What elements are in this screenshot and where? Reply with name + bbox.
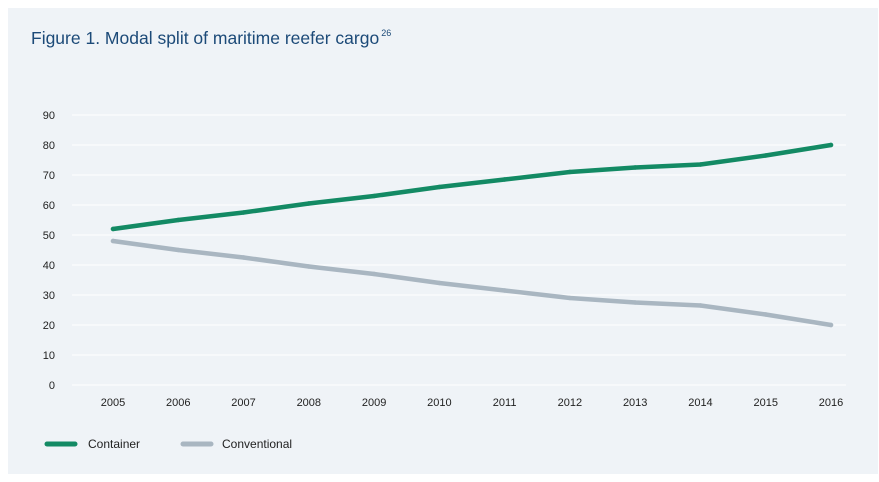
grid-lines — [72, 114, 846, 386]
data-point-container-2014 — [698, 162, 703, 167]
chart-title: Figure 1. Modal split of maritime reefer… — [31, 28, 391, 49]
legend: Container Conventional — [44, 437, 292, 451]
series-line-conventional — [110, 238, 834, 328]
data-point-conventional-2014 — [698, 303, 703, 308]
x-tick-label-2005: 2005 — [101, 397, 125, 409]
data-point-container-2012 — [567, 169, 573, 175]
x-tick-label-2008: 2008 — [297, 397, 321, 409]
y-tick-label-80: 80 — [43, 140, 55, 152]
series-lines — [110, 142, 834, 328]
data-point-conventional-2013 — [632, 300, 638, 305]
data-point-container-2016 — [828, 142, 834, 148]
y-tick-label-70: 70 — [43, 170, 55, 182]
legend-label-container: Container — [88, 437, 140, 451]
x-tick-label-2015: 2015 — [753, 397, 777, 409]
y-tick-label-90: 90 — [43, 110, 55, 122]
data-point-conventional-2007 — [241, 255, 246, 260]
data-point-container-2011 — [502, 177, 507, 182]
data-point-conventional-2011 — [502, 288, 507, 293]
y-tick-label-30: 30 — [43, 290, 55, 302]
data-point-conventional-2010 — [437, 280, 442, 286]
data-point-container-2009 — [371, 193, 377, 199]
x-tick-label-2009: 2009 — [362, 397, 386, 409]
x-tick-label-2010: 2010 — [427, 397, 451, 409]
y-tick-label-60: 60 — [43, 200, 55, 212]
data-point-container-2007 — [241, 210, 246, 215]
data-point-conventional-2016 — [828, 322, 834, 328]
x-tick-label-2012: 2012 — [558, 397, 582, 409]
data-point-conventional-2006 — [176, 247, 181, 253]
data-point-container-2010 — [437, 184, 442, 190]
data-point-conventional-2012 — [567, 295, 573, 301]
y-tick-label-0: 0 — [49, 380, 55, 392]
x-tick-label-2011: 2011 — [493, 397, 517, 409]
data-point-conventional-2008 — [306, 264, 312, 269]
data-point-container-2013 — [632, 165, 638, 170]
data-point-container-2015 — [763, 153, 768, 158]
y-tick-label-40: 40 — [43, 260, 55, 272]
data-point-container-2005 — [110, 226, 116, 232]
x-tick-label-2013: 2013 — [623, 397, 647, 409]
data-point-conventional-2009 — [371, 271, 377, 277]
y-tick-label-50: 50 — [43, 230, 55, 242]
chart-panel — [8, 8, 878, 474]
legend-label-conventional: Conventional — [222, 437, 292, 451]
x-tick-label-2006: 2006 — [166, 397, 190, 409]
y-tick-label-20: 20 — [43, 320, 55, 332]
data-point-container-2008 — [306, 201, 312, 206]
series-line-container — [110, 142, 834, 232]
data-point-conventional-2015 — [763, 312, 768, 317]
data-point-conventional-2005 — [110, 238, 116, 244]
y-tick-label-10: 10 — [43, 350, 55, 362]
chart-title-text: Figure 1. Modal split of maritime reefer… — [31, 28, 380, 48]
x-tick-label-2016: 2016 — [819, 397, 843, 409]
chart-title-footnote: 26 — [381, 28, 392, 38]
x-tick-label-2007: 2007 — [231, 397, 255, 409]
y-axis-tick-labels: 0 10 20 30 40 50 60 70 80 90 — [43, 110, 55, 392]
data-point-container-2006 — [176, 217, 181, 223]
x-axis-tick-labels: 2005 2006 2007 2008 2009 2010 2011 2012 2013 2014… — [101, 397, 843, 409]
x-tick-label-2014: 2014 — [688, 397, 712, 409]
